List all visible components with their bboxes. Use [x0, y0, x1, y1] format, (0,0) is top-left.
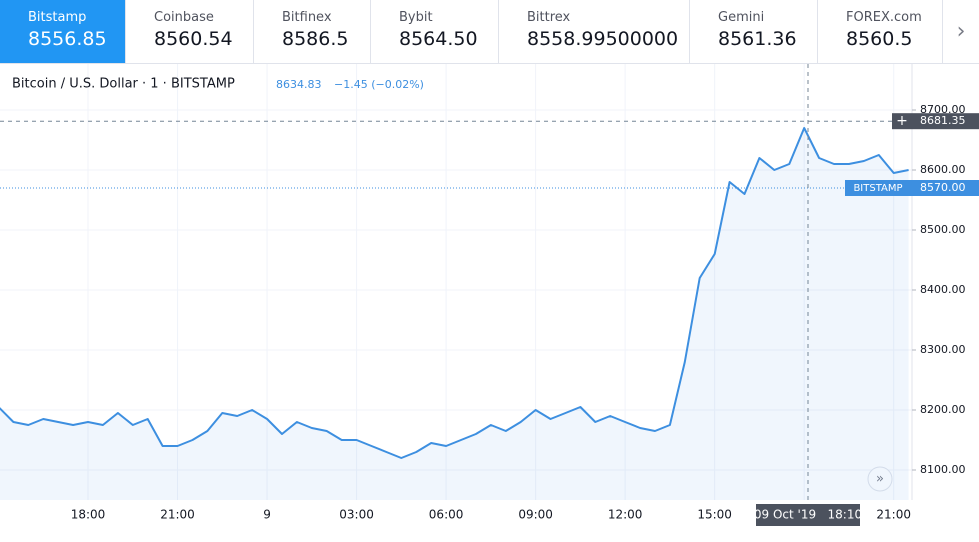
tab-name: Coinbase — [154, 10, 214, 25]
x-tick-label: 18:00 — [71, 508, 106, 522]
tab-name: Bitfinex — [282, 10, 332, 25]
x-tick-label: 12:00 — [608, 508, 643, 522]
tab-name: Bittrex — [527, 10, 571, 25]
tab-name: Bitstamp — [28, 10, 87, 25]
tab-price: 8560.54 — [154, 28, 233, 50]
crosshair-value: 8681.35 — [920, 114, 966, 127]
crosshair-time: 09 Oct '19 18:10 — [754, 508, 862, 522]
tab-price: 8561.36 — [718, 28, 797, 50]
exchange-tab[interactable]: FOREX.com 8560.5 — [818, 0, 943, 63]
tab-price: 8560.5 — [846, 28, 913, 50]
x-tick-label: 15:00 — [697, 508, 732, 522]
exchange-tab[interactable]: Gemini 8561.36 — [690, 0, 818, 63]
price-change: −1.45 (−0.02%) — [334, 78, 424, 91]
exchange-tabs: Bitstamp 8556.85 Coinbase 8560.54 Bitfinex 85… — [0, 0, 979, 64]
exchange-tab[interactable]: Bittrex 8558.99500000 — [499, 0, 690, 63]
chart-title: Bitcoin / U.S. Dollar · 1 · BITSTAMP — [12, 77, 235, 92]
tab-price: 8556.85 — [28, 28, 107, 50]
price-label-bg — [912, 180, 979, 196]
y-tick-label: 8400.00 — [920, 283, 966, 296]
tab-name: Gemini — [718, 10, 765, 25]
series-label-bg — [845, 180, 912, 196]
y-tick-label: 8600.00 — [920, 163, 966, 176]
crosshair-plus: + — [896, 113, 908, 129]
exchange-tab[interactable]: Coinbase 8560.54 — [126, 0, 254, 63]
tab-price: 8564.50 — [399, 28, 478, 50]
price-label: 8570.00 — [920, 181, 966, 194]
y-tick-label: 8300.00 — [920, 343, 966, 356]
crosshair-value-bg — [912, 113, 979, 130]
area — [0, 128, 909, 500]
scroll-button[interactable] — [867, 466, 893, 492]
exchange-tab[interactable]: Bitfinex 8586.5 — [254, 0, 371, 63]
last-price: 8634.83 — [276, 78, 322, 91]
x-tick-label: 06:00 — [429, 508, 464, 522]
y-tick-label: 8500.00 — [920, 223, 966, 236]
x-tick-label: 03:00 — [339, 508, 374, 522]
y-tick-label: 8700.00 — [920, 103, 966, 116]
series-label: BITSTAMP — [853, 183, 902, 194]
exchange-tab[interactable]: Bybit 8564.50 — [371, 0, 499, 63]
crosshair-time-bg — [756, 504, 860, 526]
x-tick-label: 21:00 — [160, 508, 195, 522]
tab-name: Bybit — [399, 10, 433, 25]
scroll-icon: » — [876, 472, 884, 487]
price-line — [0, 127, 909, 459]
x-tick-label: 21:00 — [876, 508, 911, 522]
y-tick-label: 8200.00 — [920, 403, 966, 416]
tab-price: 8586.5 — [282, 28, 349, 50]
crosshair-plus-bg — [892, 113, 912, 130]
tab-price: 8558.99500000 — [527, 28, 679, 50]
chart: Bitcoin / U.S. Dollar · 1 · BITSTAMP 863… — [0, 64, 979, 526]
x-tick-label: 9 — [263, 508, 271, 522]
x-tick-label: 09:00 — [518, 508, 553, 522]
tab-name: FOREX.com — [846, 10, 922, 25]
next-arrow[interactable]: › — [956, 19, 966, 44]
y-tick-label: 8100.00 — [920, 463, 966, 476]
exchange-tab[interactable]: Bitstamp 8556.85 — [0, 0, 126, 63]
